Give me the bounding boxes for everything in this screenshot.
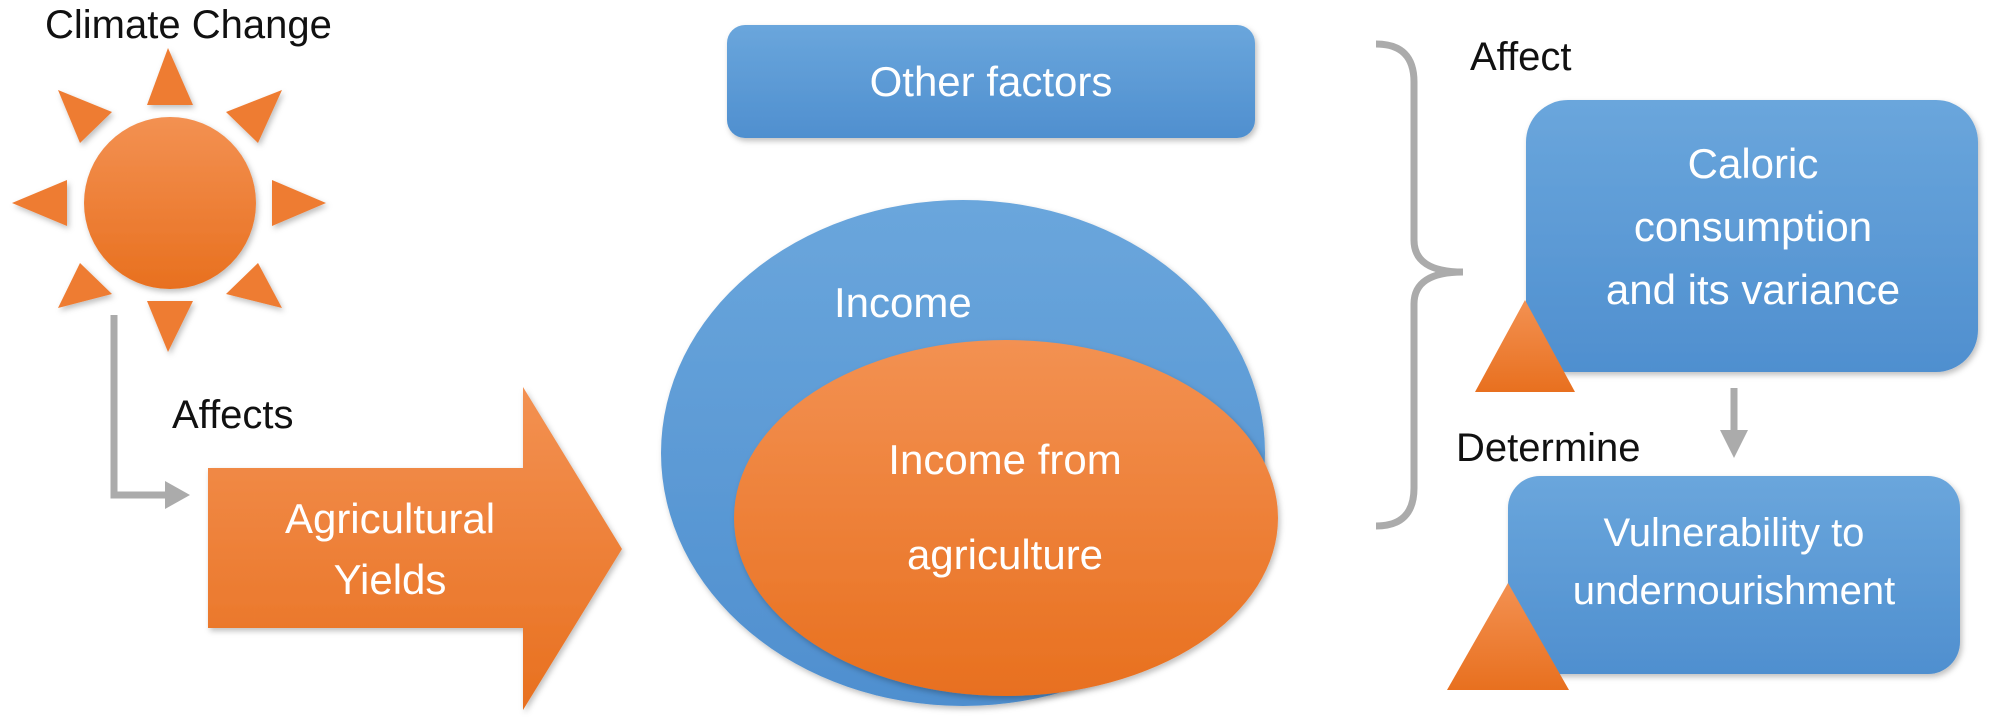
agricultural-yields-arrow xyxy=(208,387,622,710)
agricultural-yields-label-line1: Agricultural xyxy=(285,495,495,542)
income-from-agriculture-line2: agriculture xyxy=(907,531,1103,578)
grouping-brace xyxy=(1375,40,1464,530)
sun-icon xyxy=(12,48,326,352)
vulnerability-line1: Vulnerability to xyxy=(1604,511,1865,555)
caloric-consumption-line2: consumption xyxy=(1634,203,1872,250)
affects-label: Affects xyxy=(172,393,294,437)
caloric-triangle-icon xyxy=(1475,300,1575,392)
caloric-consumption-line3: and its variance xyxy=(1606,266,1900,313)
determine-label: Determine xyxy=(1456,426,1641,470)
other-factors-label: Other factors xyxy=(870,58,1113,105)
vulnerability-box xyxy=(1508,476,1960,674)
caloric-consumption-box xyxy=(1526,100,1978,372)
vulnerability-line2: undernourishment xyxy=(1573,569,1895,613)
other-factors-box xyxy=(727,25,1255,138)
income-from-agriculture-line1: Income from xyxy=(888,436,1121,483)
caloric-consumption-line1: Caloric xyxy=(1688,140,1819,187)
income-from-agriculture-ellipse xyxy=(734,340,1278,696)
determine-arrow xyxy=(1720,388,1748,458)
affect-label: Affect xyxy=(1470,35,1572,79)
vulnerability-triangle-icon xyxy=(1447,583,1569,690)
income-label: Income xyxy=(834,279,972,326)
agricultural-yields-label-line2: Yields xyxy=(334,556,447,603)
affects-arrow xyxy=(110,315,190,509)
climate-change-title: Climate Change xyxy=(45,3,332,47)
